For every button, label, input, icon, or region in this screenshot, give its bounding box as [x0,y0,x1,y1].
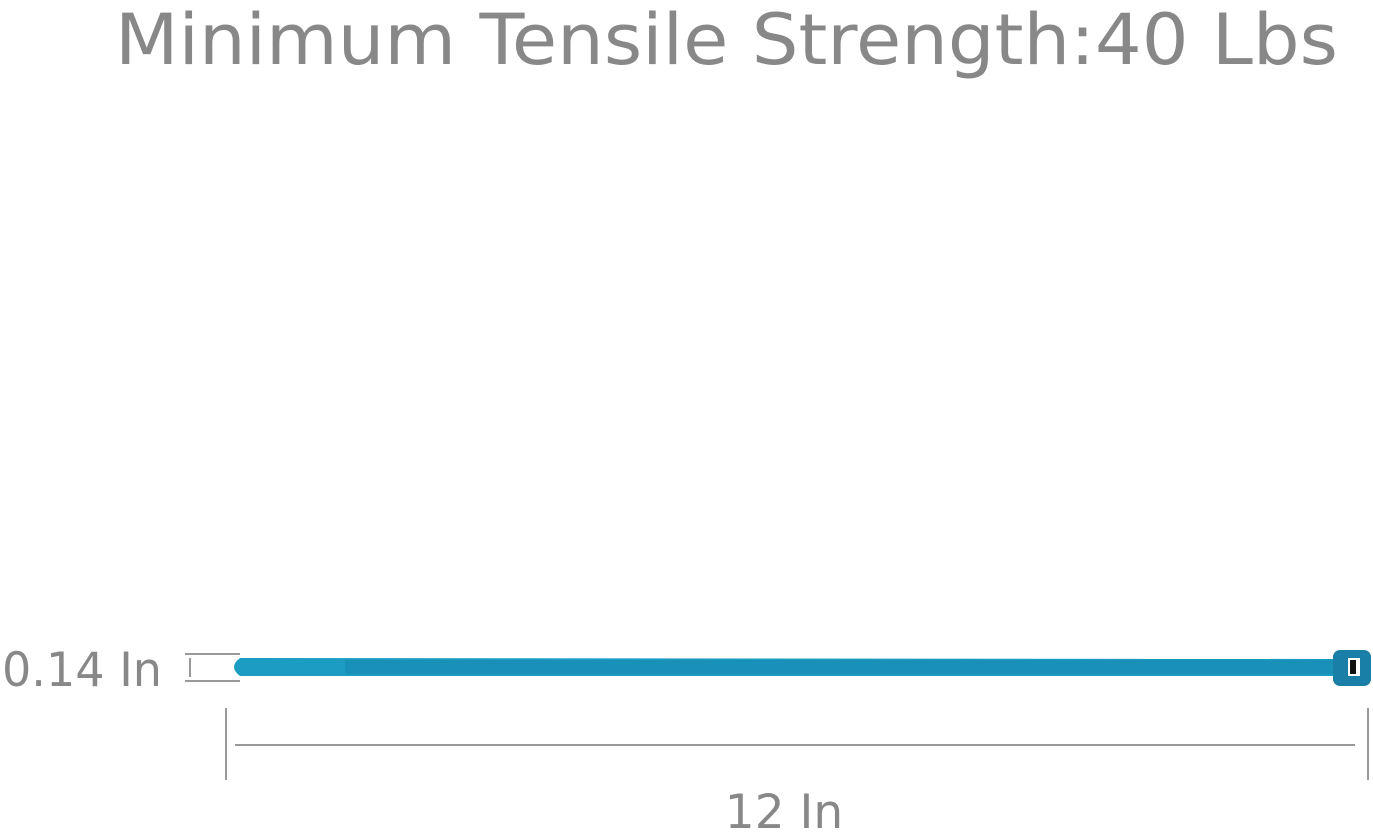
page-title: Minimum Tensile Strength:40 Lbs [115,0,1338,81]
cable-tie-image [234,650,1371,686]
length-dimension-lines [225,708,1369,780]
width-bracket [185,653,240,682]
length-label: 12 In [725,785,843,832]
width-label: 0.14 In [2,643,162,698]
